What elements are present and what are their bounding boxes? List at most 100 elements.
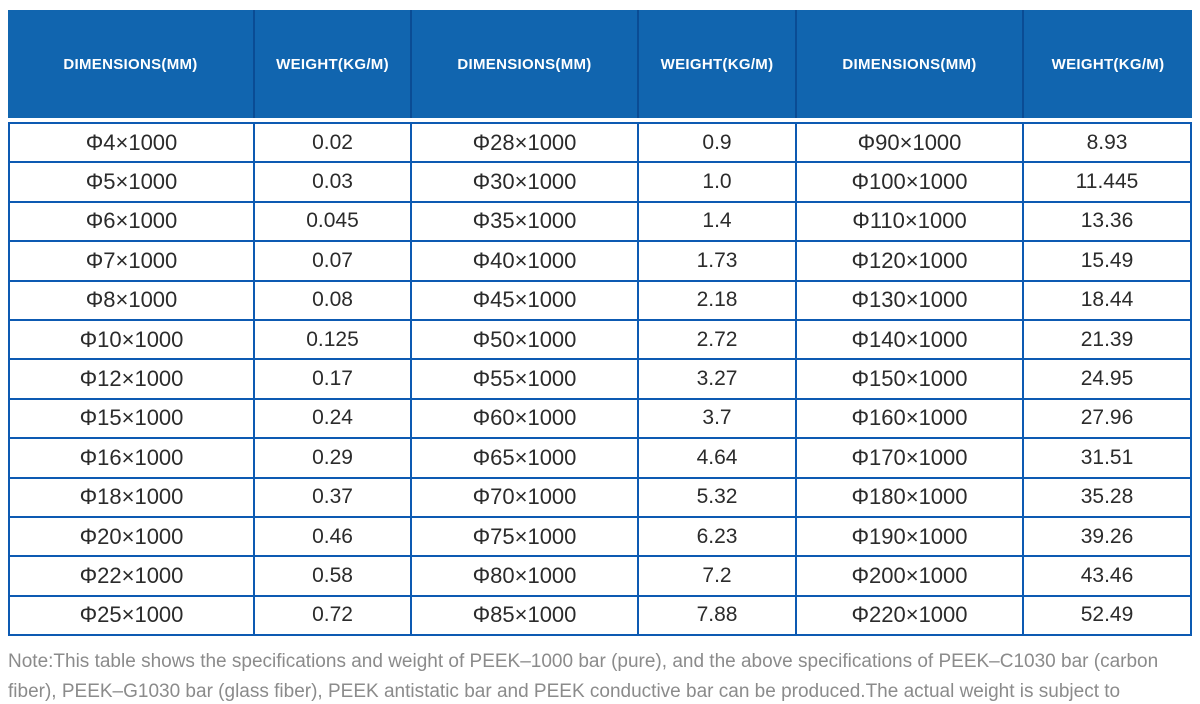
table-row: Φ7×1000 0.07 Φ40×1000 1.73 Φ120×1000 15.49 [10,240,1190,280]
weight-cell: 52.49 [1022,596,1190,635]
weight-cell: 24.95 [1022,360,1190,398]
weight-cell: 2.18 [637,281,795,319]
dimension-cell: Φ5×1000 [10,163,253,201]
weight-cell: 3.27 [637,360,795,398]
table-row: Φ16×1000 0.29 Φ65×1000 4.64 Φ170×1000 31.51 [10,437,1190,477]
weight-cell: 11.445 [1022,163,1190,201]
dimension-cell: Φ45×1000 [410,281,637,319]
dimension-cell: Φ100×1000 [795,163,1022,201]
dimension-cell: Φ30×1000 [410,163,637,201]
weight-cell: 2.72 [637,320,795,359]
table-row: Φ20×1000 0.46 Φ75×1000 6.23 Φ190×1000 39.26 [10,515,1190,556]
dimension-cell: Φ120×1000 [795,242,1022,280]
weight-cell: 0.03 [253,163,410,201]
dimension-cell: Φ110×1000 [795,202,1022,241]
dimension-cell: Φ28×1000 [410,124,637,162]
weight-cell: 0.29 [253,439,410,477]
dimension-cell: Φ90×1000 [795,124,1022,162]
table-row: Φ12×1000 0.17 Φ55×1000 3.27 Φ150×1000 24.95 [10,358,1190,398]
weight-cell: 0.58 [253,557,410,595]
dimension-cell: Φ160×1000 [795,399,1022,438]
weight-cell: 1.4 [637,202,795,241]
weight-cell: 0.045 [253,202,410,241]
dimension-cell: Φ140×1000 [795,320,1022,359]
dimension-cell: Φ170×1000 [795,439,1022,477]
weight-cell: 0.72 [253,596,410,635]
weight-cell: 13.36 [1022,202,1190,241]
dimension-cell: Φ150×1000 [795,360,1022,398]
weight-cell: 21.39 [1022,320,1190,359]
dimension-cell: Φ10×1000 [10,320,253,359]
dimension-cell: Φ4×1000 [10,124,253,162]
dimension-cell: Φ130×1000 [795,281,1022,319]
header-weight-col3: WEIGHT(KG/M) [1022,10,1192,118]
table-header-row: DIMENSIONS(MM) WEIGHT(KG/M) DIMENSIONS(M… [8,10,1192,118]
dimension-cell: Φ190×1000 [795,517,1022,556]
dimension-cell: Φ200×1000 [795,557,1022,595]
peek-bar-spec-table: DIMENSIONS(MM) WEIGHT(KG/M) DIMENSIONS(M… [8,10,1192,637]
dimension-cell: Φ50×1000 [410,320,637,359]
weight-cell: 0.125 [253,320,410,359]
weight-cell: 1.73 [637,242,795,280]
dimension-cell: Φ7×1000 [10,242,253,280]
dimension-cell: Φ22×1000 [10,557,253,595]
dimension-cell: Φ60×1000 [410,399,637,438]
table-body: Φ4×1000 0.02 Φ28×1000 0.9 Φ90×1000 8.93 Φ5×100… [8,122,1192,637]
weight-cell: 43.46 [1022,557,1190,595]
header-weight-col1: WEIGHT(KG/M) [253,10,410,118]
weight-cell: 0.08 [253,281,410,319]
weight-cell: 7.2 [637,557,795,595]
dimension-cell: Φ12×1000 [10,360,253,398]
weight-cell: 0.46 [253,517,410,556]
dimension-cell: Φ80×1000 [410,557,637,595]
dimension-cell: Φ65×1000 [410,439,637,477]
table-row: Φ18×1000 0.37 Φ70×1000 5.32 Φ180×1000 35.28 [10,476,1190,516]
dimension-cell: Φ25×1000 [10,596,253,635]
dimension-cell: Φ8×1000 [10,281,253,319]
dimension-cell: Φ15×1000 [10,399,253,438]
weight-cell: 6.23 [637,517,795,556]
header-dimensions-col2: DIMENSIONS(MM) [410,10,637,118]
weight-cell: 0.17 [253,360,410,398]
table-row: Φ10×1000 0.125 Φ50×1000 2.72 Φ140×1000 21.39 [10,318,1190,359]
weight-cell: 18.44 [1022,281,1190,319]
weight-cell: 0.07 [253,242,410,280]
weight-cell: 4.64 [637,439,795,477]
dimension-cell: Φ18×1000 [10,478,253,516]
dimension-cell: Φ20×1000 [10,517,253,556]
weight-cell: 1.0 [637,163,795,201]
weight-cell: 0.24 [253,399,410,438]
weight-cell: 5.32 [637,478,795,516]
weight-cell: 0.9 [637,124,795,162]
table-row: Φ8×1000 0.08 Φ45×1000 2.18 Φ130×1000 18.44 [10,279,1190,319]
weight-cell: 3.7 [637,399,795,438]
dimension-cell: Φ6×1000 [10,202,253,241]
table-row: Φ5×1000 0.03 Φ30×1000 1.0 Φ100×1000 11.445 [10,161,1190,201]
dimension-cell: Φ40×1000 [410,242,637,280]
table-row: Φ22×1000 0.58 Φ80×1000 7.2 Φ200×1000 43.46 [10,555,1190,595]
table-row: Φ25×1000 0.72 Φ85×1000 7.88 Φ220×1000 52.49 [10,594,1190,635]
table-row: Φ4×1000 0.02 Φ28×1000 0.9 Φ90×1000 8.93 [10,124,1190,162]
header-dimensions-col1: DIMENSIONS(MM) [63,55,198,73]
weight-cell: 15.49 [1022,242,1190,280]
table-row: Φ6×1000 0.045 Φ35×1000 1.4 Φ110×1000 13.36 [10,200,1190,241]
weight-cell: 31.51 [1022,439,1190,477]
dimension-cell: Φ220×1000 [795,596,1022,635]
dimension-cell: Φ180×1000 [795,478,1022,516]
dimension-cell: Φ55×1000 [410,360,637,398]
weight-cell: 39.26 [1022,517,1190,556]
weight-cell: 0.37 [253,478,410,516]
table-row: Φ15×1000 0.24 Φ60×1000 3.7 Φ160×1000 27.96 [10,397,1190,438]
note-text: Note:This table shows the specifications… [8,651,1159,702]
header-weight-col2: WEIGHT(KG/M) [637,10,795,118]
dimension-cell: Φ85×1000 [410,596,637,635]
header-dimensions-col3: DIMENSIONS(MM) [795,10,1022,118]
weight-cell: 8.93 [1022,124,1190,162]
dimension-cell: Φ35×1000 [410,202,637,241]
dimension-cell: Φ75×1000 [410,517,637,556]
dimension-cell: Φ70×1000 [410,478,637,516]
weight-cell: 0.02 [253,124,410,162]
weight-cell: 7.88 [637,596,795,635]
weight-cell: 27.96 [1022,399,1190,438]
